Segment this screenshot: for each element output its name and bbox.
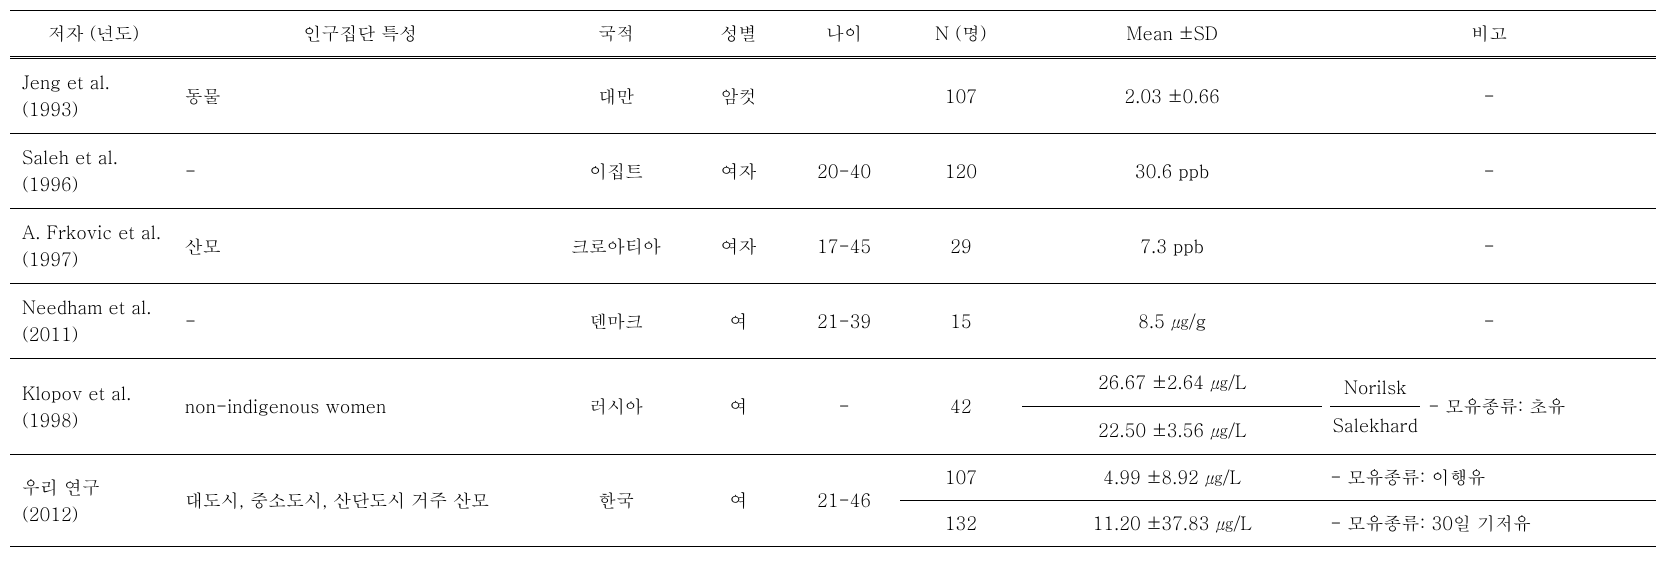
table-row: 우리 연구 (2012) 대도시, 중소도시, 산단도시 거주 산모 한국 여 … [10, 455, 1656, 501]
table-header-row: 저자 (년도) 인구집단 특성 국적 성별 나이 N (명) Mean ±SD … [10, 11, 1656, 58]
mean-value: 26.67 ±2.64 ㎍/L [1030, 370, 1314, 395]
table-row: Jeng et al. (1993) 동물 대만 암컷 107 2.03 ±0.… [10, 58, 1656, 134]
cell-gender: 여 [688, 284, 788, 359]
author-year: (2011) [22, 322, 78, 347]
header-n: N (명) [900, 11, 1022, 58]
cell-nationality: 러시아 [544, 359, 689, 455]
header-gender: 성별 [688, 11, 788, 58]
cell-age: 17-45 [788, 209, 899, 284]
cell-nationality: 이집트 [544, 134, 689, 209]
cell-remarks: - [1322, 284, 1656, 359]
cell-n: 120 [900, 134, 1022, 209]
cell-mean-sd: 11.20 ±37.83 ㎍/L [1022, 501, 1322, 547]
header-age: 나이 [788, 11, 899, 58]
cell-n: 29 [900, 209, 1022, 284]
table-row: A. Frkovic et al. (1997) 산모 크로아티아 여자 17-… [10, 209, 1656, 284]
author-name: A. Frkovic et al. [22, 220, 161, 245]
author-name: Saleh et al. [22, 145, 118, 170]
cell-remarks: - 모유종류: 이행유 [1322, 455, 1656, 501]
cell-nationality: 덴마크 [544, 284, 689, 359]
cell-population: 동물 [177, 58, 544, 134]
cell-gender: 여 [688, 455, 788, 547]
cell-mean-sd: 30.6 ppb [1022, 134, 1322, 209]
header-nationality: 국적 [544, 11, 689, 58]
table-row: Klopov et al. (1998) non-indigenous wome… [10, 359, 1656, 407]
cell-author: Needham et al. (2011) [10, 284, 177, 359]
cell-mean-sd: 2.03 ±0.66 [1022, 58, 1322, 134]
cell-n: 15 [900, 284, 1022, 359]
cell-n: 132 [900, 501, 1022, 547]
cell-gender: 암컷 [688, 58, 788, 134]
cell-n: 107 [900, 455, 1022, 501]
cell-age: - [788, 359, 899, 455]
cell-remarks: Norilsk Salekhard - 모유종류: 초유 [1322, 359, 1656, 455]
author-year: (1993) [22, 97, 78, 122]
cell-mean-sd: 26.67 ±2.64 ㎍/L [1022, 359, 1322, 407]
cell-author: Saleh et al. (1996) [10, 134, 177, 209]
cell-gender: 여자 [688, 134, 788, 209]
cell-population: non-indigenous women [177, 359, 544, 455]
studies-table: 저자 (년도) 인구집단 특성 국적 성별 나이 N (명) Mean ±SD … [10, 10, 1656, 547]
cell-n: 107 [900, 58, 1022, 134]
author-year: (1998) [22, 408, 78, 433]
author-name: Klopov et al. [22, 381, 131, 406]
cell-nationality: 크로아티아 [544, 209, 689, 284]
header-author: 저자 (년도) [10, 11, 177, 58]
cell-population: 대도시, 중소도시, 산단도시 거주 산모 [177, 455, 544, 547]
cell-age: 20-40 [788, 134, 899, 209]
cell-nationality: 대만 [544, 58, 689, 134]
cell-mean-sd: 7.3 ppb [1022, 209, 1322, 284]
author-year: (2012) [22, 502, 78, 527]
author-name: Needham et al. [22, 295, 151, 320]
cell-author: Jeng et al. (1993) [10, 58, 177, 134]
table-row: Needham et al. (2011) - 덴마크 여 21-39 15 8… [10, 284, 1656, 359]
table-row: Saleh et al. (1996) - 이집트 여자 20-40 120 3… [10, 134, 1656, 209]
cell-age: 21-46 [788, 455, 899, 547]
author-name: 우리 연구 [22, 475, 100, 500]
cell-remarks: - [1322, 134, 1656, 209]
header-remarks: 비고 [1322, 11, 1656, 58]
cell-gender: 여자 [688, 209, 788, 284]
cell-gender: 여 [688, 359, 788, 455]
cell-population: - [177, 134, 544, 209]
cell-author: Klopov et al. (1998) [10, 359, 177, 455]
cell-remarks: - 모유종류: 30일 기저유 [1322, 501, 1656, 547]
cell-population: 산모 [177, 209, 544, 284]
cell-age: 21-39 [788, 284, 899, 359]
cell-author: 우리 연구 (2012) [10, 455, 177, 547]
author-year: (1997) [22, 247, 78, 272]
cell-mean-sd: 8.5 ㎍/g [1022, 284, 1322, 359]
cell-mean-sd: 4.99 ±8.92 ㎍/L [1022, 455, 1322, 501]
remarks-text: - 모유종류: 초유 [1420, 369, 1648, 444]
cell-remarks: - [1322, 209, 1656, 284]
cell-nationality: 한국 [544, 455, 689, 547]
cell-mean-sd: 22.50 ±3.56 ㎍/L [1022, 407, 1322, 455]
cell-remarks: - [1322, 58, 1656, 134]
location-label: Salekhard [1330, 407, 1420, 444]
author-name: Jeng et al. [22, 70, 110, 95]
cell-author: A. Frkovic et al. (1997) [10, 209, 177, 284]
author-year: (1996) [22, 172, 78, 197]
header-population: 인구집단 특성 [177, 11, 544, 58]
location-label: Norilsk [1330, 369, 1420, 407]
cell-population: - [177, 284, 544, 359]
header-mean-sd: Mean ±SD [1022, 11, 1322, 58]
cell-age [788, 58, 899, 134]
cell-n: 42 [900, 359, 1022, 455]
